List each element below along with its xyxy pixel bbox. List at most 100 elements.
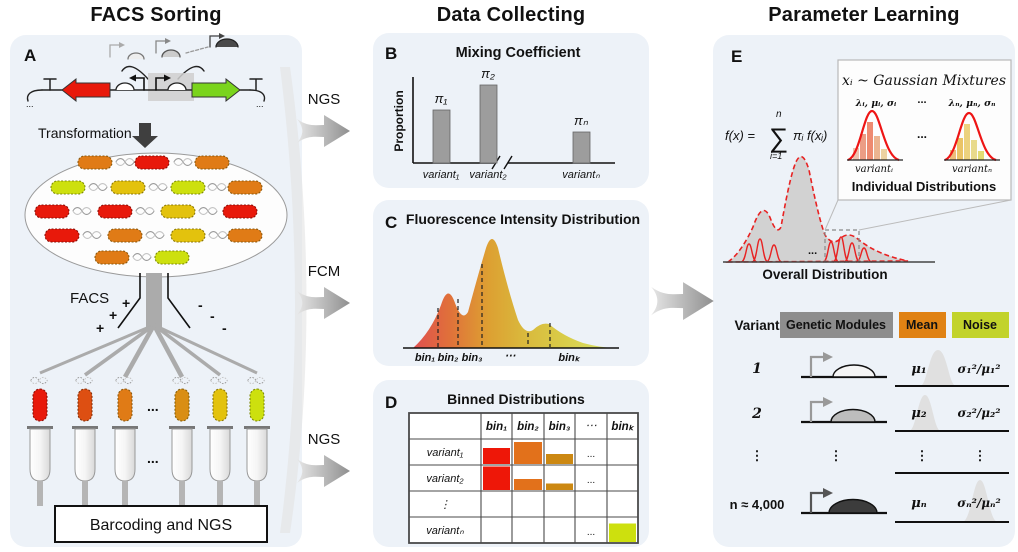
section-title-parameter-learning: Parameter Learning [768,4,960,26]
transformation-arrow [132,123,158,148]
row-variant2: variant₂ [426,473,464,485]
rown-noise: σₙ²/μₙ² [957,496,1001,510]
facs-nozzle [146,273,162,327]
right-variant-label: variantₙ [952,164,992,175]
dots-mean: ⋮ [916,448,929,463]
bin1-label: bin₁ [415,352,435,364]
left-mini-histogram: variantᵢ [847,109,903,175]
pi1-label: π₁ [435,91,448,106]
mixture-formula: f(x) = ∑ n i=1 πᵢ f(xᵢ) [725,109,827,161]
barcoding-box [54,505,268,543]
table-row-n: n ≈ 4,000 μₙ σₙ²/μₙ² [730,480,1009,523]
transformation-label: Transformation [38,125,132,141]
panel-e-label: E [731,47,742,66]
flow-arrow-ngs-top: NGS [297,91,350,147]
formula-sum-top: n [776,109,782,120]
variant1-tick: variant₁ [423,169,460,181]
pin-label: πₙ [574,113,589,128]
th-modules: Genetic Modules [786,318,886,332]
th-mean: Mean [906,318,938,332]
col-dots: ⋯ [585,420,597,432]
overall-curve [725,155,909,263]
th-noise: Noise [963,318,997,332]
table-row-dots: ⋮ ⋮ ⋮ ⋮ [751,448,1009,474]
callout-title: xᵢ ~ Gaussian Mixtures [842,73,1006,89]
fluorescence-distribution: bin₁ bin₂ bin₃ ⋯ binₖ [403,239,619,364]
barcoding-label: Barcoding and NGS [90,517,232,534]
panel-e: E f(x) = ∑ n i=1 πᵢ f(xᵢ) xᵢ ~ Gaussian … [723,47,1012,523]
flow-label-ngs-bottom: NGS [308,431,341,448]
arrow-glyph [651,282,714,320]
facs-plus-2: + [109,307,117,323]
rown-variant: n ≈ 4,000 [730,497,785,512]
individual-distributions-callout: xᵢ ~ Gaussian Mixtures λᵢ, μᵢ, σᵢ λₙ, μₙ… [837,59,1012,201]
flow-arrow-fcm: FCM [297,263,350,319]
flow-arrow-to-learning [651,282,714,320]
dots-capsules: ... [147,398,159,414]
transformed-library-plate [24,152,288,278]
variantn-tick: variantₙ [562,169,600,181]
y-axis-label: Proportion [392,90,406,151]
density-curve [413,239,613,348]
th-noise-bg [952,312,1009,338]
row2-mean: μ₂ [911,406,927,421]
construct-dots-left: ... [26,99,34,109]
th-modules-bg [780,312,893,338]
component-gaussians [740,236,873,263]
bin-dots: ⋯ [505,350,517,362]
row-variantn: variantₙ [426,525,464,537]
col-bin1: bin₁ [486,421,507,433]
facs-minus-1: - [198,297,203,313]
overall-distribution: ... Overall Distribution [723,155,1012,282]
panel-b-title: Mixing Coefficient [456,45,581,61]
cell-bar-v2-bin1 [483,466,510,490]
pi2-label: π₂ [481,66,495,81]
binned-distribution-table: bin₁ bin₂ bin₃ ⋯ binₖ variant₁ variant₂ … [408,412,639,544]
bin-boundaries [437,264,551,347]
row-variant1: variant₁ [427,447,464,459]
th-variant: Variant [734,318,780,333]
left-params: λᵢ, μᵢ, σᵢ [855,98,897,109]
bar-variant2 [479,84,498,164]
row1-noise: σ₁²/μ₁² [957,362,1000,376]
arrow-glyph [297,115,350,147]
panel-d-title: Binned Distributions [447,391,585,407]
table-row-2: 2 μ₂ σ₂²/μ₂² [751,395,1009,432]
overall-label: Overall Distribution [762,267,887,282]
table-row-1: 1 μ₁ σ₁²/μ₁² [752,350,1009,387]
rown-mean: μₙ [911,496,927,511]
section-title-facs-sorting: FACS Sorting [90,4,222,26]
panel-a: A ... ... [24,33,288,543]
mixing-coefficient-chart: Proportion π₁ π₂ πₙ variant₁ variant₂ va… [392,66,615,181]
callout-dots-top: ... [917,94,926,106]
bink-label: binₖ [558,352,580,364]
panel-c-title: Fluorescence Intensity Distribution [406,211,640,227]
facs-minus-2: - [210,308,215,324]
dots-noise: ⋮ [974,448,987,463]
overall-dots: ... [808,245,817,257]
right-params: λₙ, μₙ, σₙ [948,98,996,109]
parameters-table: Variant Genetic Modules Mean Noise 1 μ₁ … [730,312,1009,523]
cell-dots-r4: ... [587,527,595,538]
variant2-tick: variant₂ [469,169,507,181]
callout-caption: Individual Distributions [852,179,996,194]
th-mean-bg [899,312,946,338]
panel-b-label: B [385,44,397,63]
facs-sorter: FACS + + + - - - [39,273,258,379]
dots-variant: ⋮ [751,448,764,463]
panel-c: C Fluorescence Intensity Distribution bi… [385,211,640,364]
cell-bar-vn-bink [609,523,636,542]
cell-bar-v2-bin3 [546,483,573,490]
row2-noise: σ₂²/μ₂² [957,406,1000,420]
sorted-tubes: ... .. [27,376,270,506]
bin3-label: bin₃ [462,352,483,364]
arrow-glyph [297,455,350,487]
facs-label: FACS [70,290,109,307]
facs-plus-1: + [122,295,130,311]
bin2-label: bin₂ [438,352,459,364]
cell-bar-v2-bin2 [514,479,542,490]
collection-tubes [27,426,270,506]
flow-label-fcm: FCM [308,263,341,280]
arrow-glyph [297,287,350,319]
